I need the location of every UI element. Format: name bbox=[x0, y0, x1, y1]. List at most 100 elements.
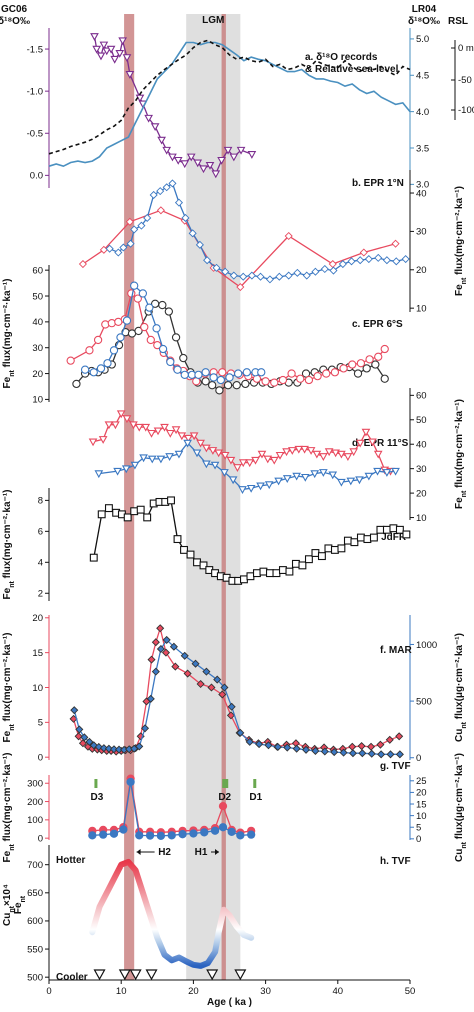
panel-title: h. TVF bbox=[380, 856, 411, 867]
data-point bbox=[99, 41, 109, 50]
sample-triangle bbox=[129, 969, 142, 981]
data-point bbox=[136, 505, 145, 514]
data-point bbox=[165, 429, 175, 438]
data-point bbox=[72, 379, 81, 389]
event-marker bbox=[253, 779, 257, 788]
data-point bbox=[278, 566, 287, 574]
highlight-bands bbox=[124, 14, 241, 980]
rsl-tick-label: -100 bbox=[458, 105, 474, 116]
data-point bbox=[278, 375, 288, 385]
data-point bbox=[236, 146, 246, 155]
panel-title: g. TVF bbox=[380, 761, 411, 772]
x-tick-label: 30 bbox=[260, 986, 271, 997]
data-point bbox=[116, 333, 125, 342]
data-point bbox=[140, 724, 150, 733]
data-point bbox=[331, 449, 340, 458]
data-point bbox=[227, 702, 236, 711]
data-point bbox=[161, 648, 171, 657]
data-point bbox=[180, 160, 190, 169]
data-point bbox=[226, 456, 236, 465]
data-point bbox=[167, 831, 176, 840]
data-point bbox=[247, 151, 257, 159]
data-point bbox=[391, 239, 400, 248]
data-point bbox=[156, 187, 165, 196]
data-point bbox=[174, 198, 183, 207]
gc06-label: GC06 bbox=[1, 4, 28, 15]
data-point bbox=[99, 744, 108, 753]
data-point bbox=[105, 244, 114, 253]
data-point bbox=[210, 826, 220, 835]
data-point bbox=[109, 829, 119, 838]
data-point bbox=[312, 450, 322, 459]
data-point bbox=[89, 741, 98, 750]
data-point bbox=[362, 364, 371, 373]
data-point bbox=[149, 190, 158, 199]
data-point bbox=[160, 423, 169, 432]
data-point bbox=[212, 263, 221, 272]
data-point bbox=[90, 33, 99, 41]
data-point bbox=[304, 375, 314, 385]
data-point bbox=[264, 741, 273, 750]
data-point bbox=[273, 742, 282, 752]
data-point bbox=[283, 743, 292, 752]
data-point bbox=[173, 156, 183, 165]
panel-title: c. EPR 6°S bbox=[352, 319, 403, 330]
data-point bbox=[205, 161, 215, 170]
data-point bbox=[109, 745, 119, 754]
data-point bbox=[177, 432, 187, 441]
data-point bbox=[158, 300, 167, 310]
data-point bbox=[241, 379, 250, 389]
data-point bbox=[119, 825, 128, 834]
data-point bbox=[287, 447, 297, 455]
panel-e: 2 4 6 8 Fent flux(mg·cm⁻²·ka⁻¹) e. JdFR bbox=[2, 488, 411, 601]
data-point bbox=[385, 735, 394, 744]
left-axis-tick-label: -0.5 bbox=[27, 129, 43, 140]
data-point bbox=[94, 470, 104, 479]
panel-title: d. EPR 11°S bbox=[352, 438, 409, 449]
data-point bbox=[147, 429, 156, 438]
data-point bbox=[173, 535, 182, 544]
data-point bbox=[96, 364, 106, 373]
left-axis-tick-label: 60 bbox=[32, 265, 43, 276]
data-point bbox=[218, 801, 228, 811]
data-point bbox=[109, 346, 119, 355]
data-point bbox=[374, 253, 383, 262]
data-point bbox=[220, 683, 229, 692]
data-point bbox=[80, 733, 89, 742]
x-tick-label: 20 bbox=[188, 986, 199, 997]
data-point bbox=[75, 725, 84, 734]
data-point bbox=[392, 257, 401, 266]
data-point bbox=[140, 322, 149, 332]
data-point bbox=[229, 153, 239, 162]
data-point bbox=[338, 259, 347, 269]
data-point bbox=[157, 136, 166, 145]
data-point bbox=[374, 352, 383, 361]
right-axis-tick-label: 40 bbox=[416, 188, 427, 199]
data-point bbox=[391, 467, 400, 476]
data-point bbox=[189, 432, 199, 441]
data-point bbox=[186, 550, 195, 559]
data-point bbox=[66, 356, 75, 365]
data-point bbox=[89, 553, 98, 562]
data-point bbox=[127, 289, 136, 298]
data-point bbox=[356, 359, 366, 368]
data-point bbox=[99, 830, 108, 839]
data-point bbox=[156, 455, 166, 464]
lr04-unit: δ¹⁸O‰ bbox=[408, 16, 440, 27]
data-point bbox=[151, 667, 160, 676]
data-point bbox=[364, 255, 373, 264]
data-point bbox=[238, 486, 247, 494]
data-point bbox=[186, 153, 196, 162]
left-axis-tick-label: 0.0 bbox=[30, 171, 43, 182]
x-tick-label: 10 bbox=[116, 986, 127, 997]
left-axis-tick-label: 15 bbox=[32, 648, 43, 659]
right-axis-tick-label: 500 bbox=[416, 696, 432, 707]
data-point bbox=[143, 213, 152, 223]
right-axis-tick-label: 60 bbox=[416, 391, 427, 402]
data-point bbox=[121, 465, 131, 474]
left-axis-title: Fent flux(mg·cm⁻²·ka⁻¹) bbox=[2, 279, 16, 389]
data-point bbox=[165, 453, 174, 461]
data-point bbox=[122, 415, 132, 424]
data-point bbox=[98, 436, 108, 444]
data-point bbox=[194, 370, 203, 380]
